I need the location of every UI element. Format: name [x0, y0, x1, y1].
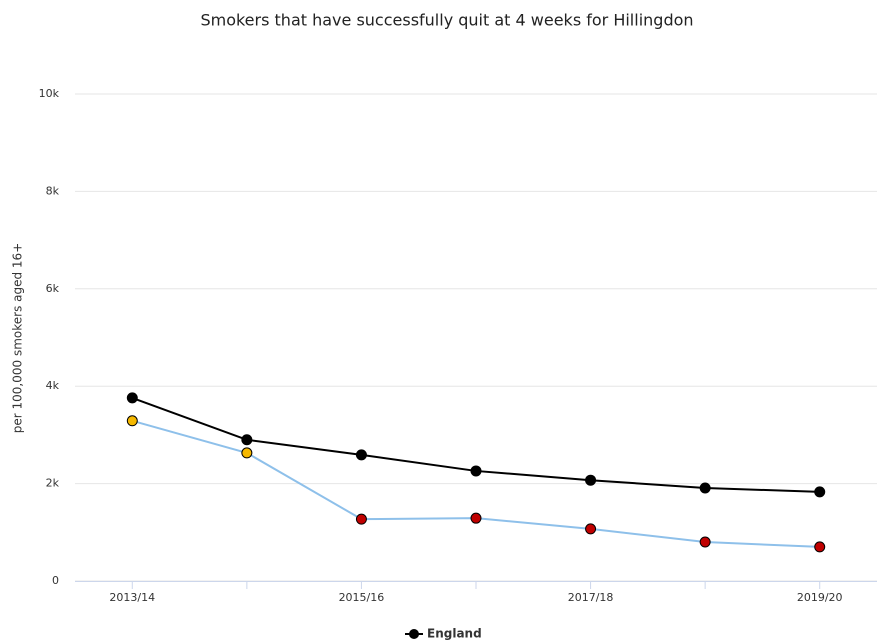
- x-tick-label: 2017/18: [568, 591, 614, 604]
- data-point: [699, 482, 711, 494]
- data-point: [126, 392, 138, 404]
- data-point: [470, 465, 482, 477]
- data-point: [470, 512, 482, 524]
- data-point: [585, 523, 597, 535]
- data-point: [241, 434, 253, 446]
- y-tick-label: 6k: [46, 282, 60, 295]
- data-point: [585, 474, 597, 486]
- y-tick-label: 10k: [39, 87, 60, 100]
- chart-title: Smokers that have successfully quit at 4…: [200, 11, 693, 30]
- data-point: [355, 513, 367, 525]
- data-point: [355, 449, 367, 461]
- y-tick-label: 0: [52, 574, 59, 587]
- data-point: [814, 486, 826, 498]
- legend-marker: [409, 629, 419, 639]
- series-line: [131, 396, 820, 493]
- data-point: [699, 536, 711, 548]
- y-axis-label: per 100,000 smokers aged 16+: [11, 243, 25, 433]
- data-point: [126, 415, 138, 427]
- y-tick-label: 4k: [46, 379, 60, 392]
- x-tick-label: 2015/16: [339, 591, 385, 604]
- legend-label: England: [427, 627, 482, 641]
- x-tick-label: 2013/14: [109, 591, 155, 604]
- data-point: [814, 541, 826, 553]
- data-point: [241, 447, 253, 459]
- x-tick-label: 2019/20: [797, 591, 843, 604]
- y-tick-label: 2k: [46, 477, 60, 490]
- y-tick-label: 8k: [46, 184, 60, 197]
